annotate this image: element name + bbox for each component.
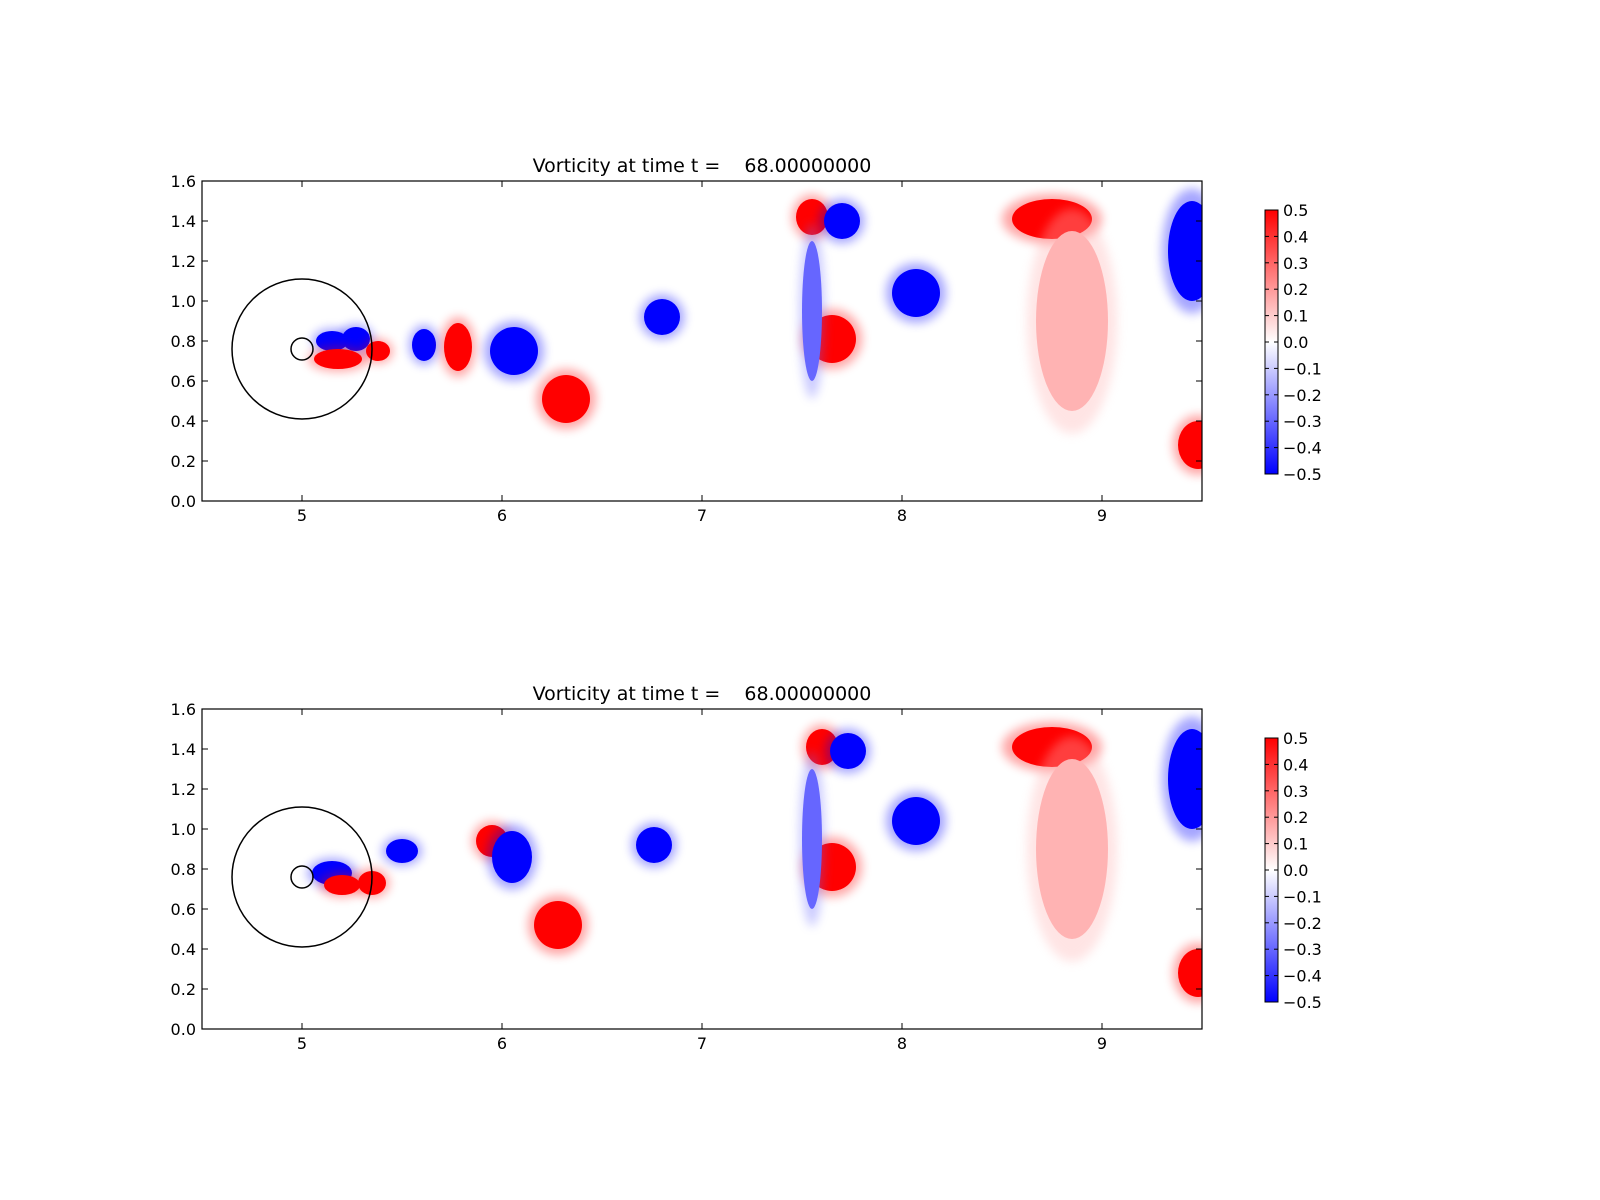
vortex-negative	[386, 839, 418, 863]
vortex-negative	[1168, 729, 1202, 829]
y-tick-label: 1.6	[171, 172, 196, 191]
vortex-positive	[796, 199, 828, 235]
colorbar-tick-label: −0.2	[1283, 386, 1322, 405]
vortex-negative	[892, 269, 940, 317]
y-tick-label: 0.8	[171, 860, 196, 879]
vorticity-field	[307, 716, 1202, 1003]
x-tick-label: 5	[297, 506, 307, 525]
vortex-positive	[1036, 759, 1108, 939]
vortex-negative	[802, 769, 822, 909]
colorbar-tick-label: −0.2	[1283, 914, 1322, 933]
cylinder-circle	[290, 337, 314, 361]
colorbar-tick-label: −0.1	[1283, 359, 1322, 378]
vortex-positive	[542, 375, 590, 423]
colorbar-tick-label: −0.5	[1283, 465, 1322, 484]
x-tick-label: 6	[497, 1034, 507, 1053]
y-tick-label: 1.4	[171, 212, 196, 231]
vortex-positive	[444, 323, 472, 371]
vortex-negative	[1168, 201, 1202, 301]
colorbar-tick-label: 0.1	[1283, 835, 1308, 854]
vortex-negative	[830, 733, 866, 769]
x-tick-label: 5	[297, 1034, 307, 1053]
x-tick-label: 6	[497, 506, 507, 525]
vortex-negative	[802, 241, 822, 381]
vortex-negative	[492, 831, 532, 883]
colorbar: 0.5 0.4 0.3 0.2 0.1 0.0 −0.1 −0.2 −0.3 −0.4 −0.5	[1264, 729, 1322, 1012]
cylinder-overlay	[231, 806, 373, 948]
x-tick-label: 9	[1097, 1034, 1107, 1053]
y-tick-label: 0.2	[171, 452, 196, 471]
vortex-positive	[1036, 231, 1108, 411]
y-tick-label: 1.6	[171, 700, 196, 719]
vortex-negative	[342, 327, 370, 351]
x-axis: 5 6 7 8 9	[297, 709, 1107, 1053]
y-tick-label: 0.2	[171, 980, 196, 999]
vortex-positive	[1178, 421, 1202, 469]
cylinder-circle	[290, 865, 314, 889]
vortex-negative	[824, 203, 860, 239]
y-tick-label: 0.0	[171, 492, 196, 511]
y-tick-label: 1.4	[171, 740, 196, 759]
colorbar-tick-label: 0.0	[1283, 861, 1308, 880]
colorbar-tick-label: −0.3	[1283, 940, 1322, 959]
y-tick-label: 0.0	[171, 1020, 196, 1039]
y-tick-label: 0.8	[171, 332, 196, 351]
colorbar-tick-label: −0.1	[1283, 887, 1322, 906]
colorbar-tick-label: −0.5	[1283, 993, 1322, 1012]
y-tick-label: 0.4	[171, 940, 196, 959]
colorbar-tick-label: 0.1	[1283, 307, 1308, 326]
outer-circle	[231, 806, 373, 948]
colorbar-ticks: 0.5 0.4 0.3 0.2 0.1 0.0 −0.1 −0.2 −0.3 −0.4 −0.5	[1265, 729, 1322, 1012]
vortex-negative	[412, 329, 436, 361]
cylinder-overlay	[231, 278, 373, 420]
y-tick-label: 0.6	[171, 372, 196, 391]
y-tick-label: 1.2	[171, 252, 196, 271]
colorbar-tick-label: 0.2	[1283, 808, 1308, 827]
y-tick-label: 0.4	[171, 412, 196, 431]
vortex-negative	[636, 827, 672, 863]
colorbar-tick-label: 0.2	[1283, 280, 1308, 299]
y-tick-label: 0.6	[171, 900, 196, 919]
colorbar-tick-label: 0.5	[1283, 729, 1308, 748]
vortex-positive	[324, 875, 360, 895]
x-axis: 5 6 7 8 9	[297, 181, 1107, 525]
colorbar-tick-label: −0.3	[1283, 412, 1322, 431]
vorticity-field	[308, 188, 1202, 475]
vortex-negative	[892, 797, 940, 845]
panel-title: Vorticity at time t = 68.00000000	[533, 683, 872, 705]
vortex-negative	[644, 299, 680, 335]
colorbar-tick-label: −0.4	[1283, 439, 1322, 458]
vortex-positive	[534, 901, 582, 949]
colorbar: 0.5 0.4 0.3 0.2 0.1 0.0 −0.1 −0.2 −0.3 −0.4 −0.5	[1264, 201, 1322, 484]
colorbar-tick-label: 0.3	[1283, 254, 1308, 273]
vortex-positive	[366, 341, 390, 361]
x-tick-label: 7	[697, 1034, 707, 1053]
colorbar-tick-label: 0.0	[1283, 333, 1308, 352]
y-tick-label: 1.2	[171, 780, 196, 799]
colorbar-tick-label: 0.4	[1283, 755, 1308, 774]
x-tick-label: 9	[1097, 506, 1107, 525]
vortex-positive	[1178, 949, 1202, 997]
outer-circle	[231, 278, 373, 420]
colorbar-tick-label: −0.4	[1283, 967, 1322, 986]
colorbar-tick-label: 0.3	[1283, 782, 1308, 801]
y-axis: 0.0 0.2 0.4 0.6 0.8 1.0 1.2 1.4 1.6	[171, 700, 1202, 1039]
colorbar-tick-label: 0.5	[1283, 201, 1308, 220]
y-axis: 0.0 0.2 0.4 0.6 0.8 1.0 1.2 1.4 1.6	[171, 172, 1202, 511]
x-tick-label: 7	[697, 506, 707, 525]
panel-title: Vorticity at time t = 68.00000000	[533, 155, 872, 177]
vortex-positive	[314, 349, 362, 369]
y-tick-label: 1.0	[171, 820, 196, 839]
x-tick-label: 8	[897, 506, 907, 525]
y-tick-label: 1.0	[171, 292, 196, 311]
colorbar-tick-label: 0.4	[1283, 227, 1308, 246]
colorbar-ticks: 0.5 0.4 0.3 0.2 0.1 0.0 −0.1 −0.2 −0.3 −0.4 −0.5	[1265, 201, 1322, 484]
vortex-negative	[490, 327, 538, 375]
x-tick-label: 8	[897, 1034, 907, 1053]
